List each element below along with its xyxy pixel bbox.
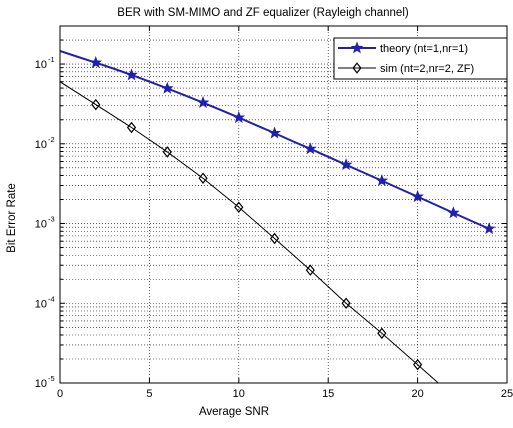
y-tick-label: 10 <box>35 298 47 310</box>
data-point-sim <box>198 172 208 184</box>
legend-marker-sim-shape <box>352 62 362 74</box>
data-point-theory <box>447 206 460 219</box>
data-point-theory <box>268 126 281 139</box>
data-point-theory <box>339 158 353 171</box>
chart-title: BER with SM-MIMO and ZF equalizer (Rayle… <box>117 7 409 19</box>
data-point-theory <box>232 110 246 123</box>
y-tick-label: 10 <box>35 378 47 390</box>
y-tick-exponent: -1 <box>48 55 55 64</box>
x-tick-label: 15 <box>322 388 334 400</box>
data-point-sim <box>126 121 137 134</box>
plot-frame <box>59 25 508 384</box>
x-tick-label: 25 <box>501 388 513 400</box>
legend-marker-sim <box>352 62 362 74</box>
data-point-theory <box>411 190 424 203</box>
data-point-sim <box>162 146 172 158</box>
data-point-theory <box>196 95 210 109</box>
series-group <box>60 49 496 383</box>
data-point-theory <box>482 222 496 235</box>
y-tick-exponent: -5 <box>48 374 55 383</box>
y-tick-label: 10 <box>35 139 47 151</box>
x-tick-label: 20 <box>411 388 423 400</box>
data-point-theory <box>160 81 174 94</box>
legend-label-sim: sim (nt=2,nr=2, ZF) <box>380 63 474 75</box>
legend-marker-theory <box>350 41 364 54</box>
y-tick-label: 10 <box>35 59 47 71</box>
series-line-sim <box>60 81 440 383</box>
data-point-theory <box>89 56 103 69</box>
x-axis-title: Average SNR <box>199 406 269 418</box>
legend-marker-theory-shape <box>350 41 364 54</box>
legend-label-theory: theory (nt=1,nr=1) <box>380 43 468 55</box>
data-point-theory <box>375 174 389 187</box>
y-tick-exponent: -3 <box>48 215 55 224</box>
series-theory <box>60 49 496 235</box>
data-point-theory <box>303 142 317 155</box>
y-axis-title: Bit Error Rate <box>6 183 18 253</box>
data-point-sim <box>269 232 280 245</box>
legend-box <box>333 37 508 80</box>
x-tick-label: 5 <box>146 388 152 400</box>
x-tick-label: 0 <box>57 388 63 400</box>
x-tick-label: 10 <box>233 388 245 400</box>
data-point-sim <box>234 201 244 214</box>
data-point-sim <box>377 327 387 340</box>
data-point-theory <box>125 68 138 81</box>
data-point-sim <box>341 297 351 310</box>
data-point-sim <box>305 264 315 276</box>
y-tick-exponent: -4 <box>48 294 55 303</box>
data-point-sim <box>412 358 423 371</box>
data-point-sim <box>91 98 101 111</box>
y-tick-label: 10 <box>35 219 47 231</box>
series-sim <box>60 81 440 383</box>
legend: theory (nt=1,nr=1) sim (nt=2,nr=2, ZF) <box>333 37 508 80</box>
y-tick-exponent: -2 <box>48 135 55 144</box>
